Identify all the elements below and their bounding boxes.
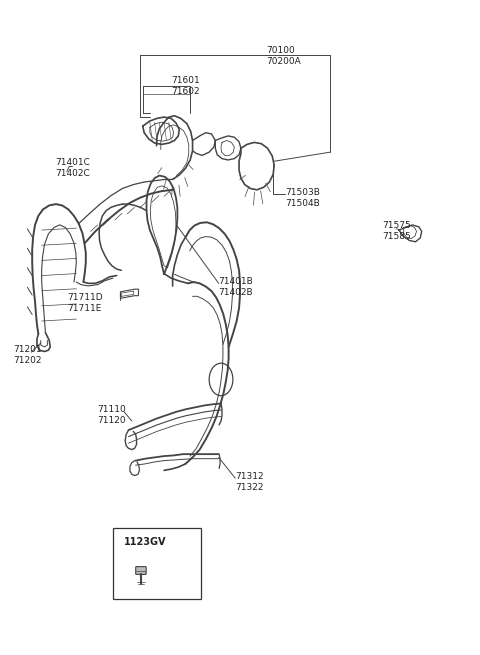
Text: 71711D
71711E: 71711D 71711E (67, 293, 102, 313)
FancyBboxPatch shape (113, 527, 201, 599)
Text: 1123GV: 1123GV (124, 537, 166, 547)
Text: 71503B
71504B: 71503B 71504B (285, 187, 320, 208)
Text: 71401C
71402C: 71401C 71402C (55, 159, 90, 178)
Text: 70100
70200A: 70100 70200A (266, 46, 301, 66)
Text: 71575
71585: 71575 71585 (383, 221, 411, 242)
Text: 71401B
71402B: 71401B 71402B (219, 277, 253, 297)
FancyBboxPatch shape (136, 567, 146, 574)
Text: 71201
71202: 71201 71202 (13, 345, 42, 365)
Text: 71601
71602: 71601 71602 (171, 76, 200, 96)
Text: 71312
71322: 71312 71322 (235, 472, 264, 492)
Text: 71110
71120: 71110 71120 (97, 405, 126, 425)
